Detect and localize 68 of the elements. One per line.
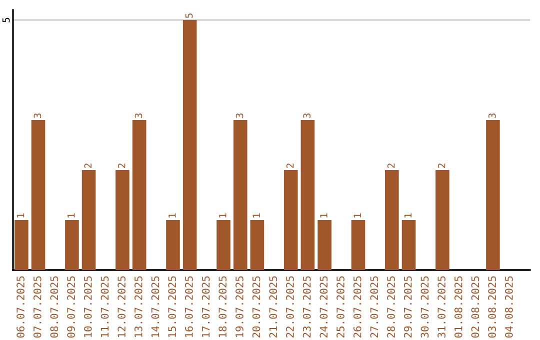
bar	[182, 20, 197, 270]
x-tick-label: 15.07.2025	[168, 276, 176, 338]
bar	[486, 120, 500, 270]
x-tick-label: 19.07.2025	[236, 276, 244, 338]
bar	[65, 220, 79, 270]
data-label: 1	[68, 213, 75, 218]
x-tick-label: 16.07.2025	[184, 276, 193, 338]
bar	[318, 220, 332, 270]
data-label: 2	[286, 164, 294, 168]
bar	[351, 220, 366, 270]
x-tick-label: 22.07.2025	[286, 276, 294, 338]
bar	[284, 170, 298, 270]
data-label: 1	[404, 213, 412, 218]
x-tick-label: 28.07.2025	[387, 276, 395, 338]
data-label: 1	[354, 213, 361, 218]
x-tick-label: 07.07.2025	[33, 276, 42, 338]
x-tick-label: 23.07.2025	[302, 276, 311, 338]
bar	[116, 170, 130, 270]
data-label: 2	[387, 164, 395, 168]
data-label: 1	[17, 213, 24, 218]
x-tick-label: 01.08.2025	[454, 276, 462, 338]
x-tick-label: 20.07.2025	[252, 276, 260, 338]
bar	[166, 220, 180, 270]
x-tick-label: 04.08.2025	[504, 276, 513, 338]
bar	[233, 120, 248, 270]
data-label: 2	[118, 164, 126, 168]
x-tick-label: 29.07.2025	[404, 276, 412, 338]
x-tick-label: 14.07.2025	[151, 276, 160, 338]
data-label: 2	[438, 164, 446, 168]
data-label: 3	[134, 113, 142, 118]
bar	[216, 220, 230, 270]
data-label: 2	[84, 164, 92, 168]
x-tick-label: 13.07.2025	[134, 276, 142, 338]
data-label: 3	[236, 113, 244, 118]
bar	[14, 220, 28, 270]
x-tick-label: 18.07.2025	[218, 276, 227, 338]
x-tick-label: 21.07.2025	[269, 276, 278, 338]
data-label: 1	[219, 213, 226, 218]
bar	[250, 220, 264, 270]
data-label: 3	[34, 113, 42, 118]
x-tick-label: 31.07.2025	[438, 276, 446, 338]
data-label: 3	[303, 113, 311, 118]
bar	[436, 170, 450, 270]
x-tick-label: 06.07.2025	[16, 276, 24, 338]
data-label: 5	[185, 14, 193, 18]
x-tick-label: 30.07.2025	[420, 276, 429, 338]
x-tick-label: 03.08.2025	[488, 276, 496, 338]
x-tick-label: 27.07.2025	[370, 276, 378, 338]
data-label: 1	[168, 213, 176, 218]
bar	[385, 170, 399, 270]
data-label: 3	[488, 113, 496, 118]
x-tick-label: 26.07.2025	[353, 276, 362, 338]
x-tick-label: 11.07.2025	[100, 276, 109, 338]
x-tick-label: 17.07.2025	[202, 276, 210, 338]
data-label: 1	[252, 213, 260, 218]
x-tick-label: 08.07.2025	[50, 276, 58, 338]
x-tick-label: 02.08.2025	[471, 276, 480, 338]
data-label: 1	[320, 213, 328, 218]
x-tick-label: 10.07.2025	[84, 276, 92, 338]
bar	[132, 120, 146, 270]
x-tick-label: 24.07.2025	[320, 276, 328, 338]
bar	[82, 170, 96, 270]
bar	[300, 120, 315, 270]
x-tick-label: 25.07.2025	[336, 276, 344, 338]
bar	[402, 220, 416, 270]
x-tick-label: 12.07.2025	[118, 276, 126, 338]
x-tick-label: 09.07.2025	[67, 276, 75, 338]
bar	[31, 120, 46, 270]
